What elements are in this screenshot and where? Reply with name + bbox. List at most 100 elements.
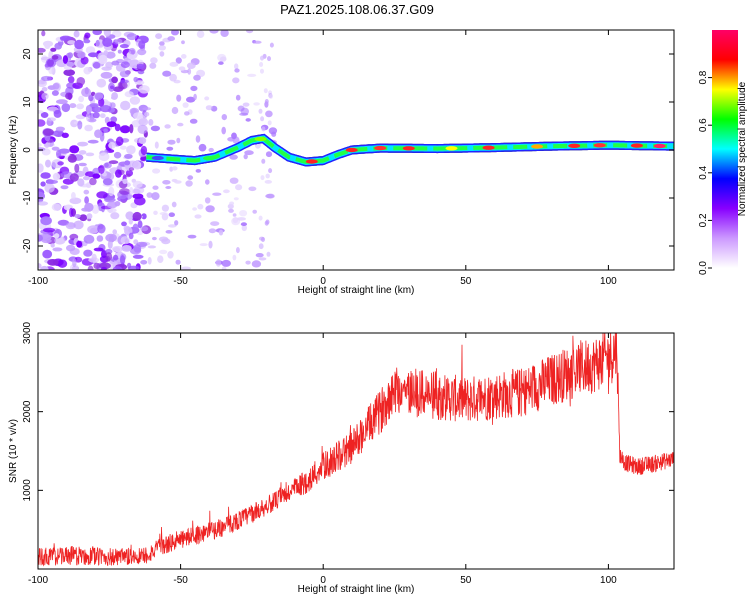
noise-blob xyxy=(208,240,213,249)
noise-blob xyxy=(89,103,100,108)
noise-blob xyxy=(171,106,179,115)
noise-blob xyxy=(71,192,76,200)
noise-blob xyxy=(269,42,274,48)
noise-blob xyxy=(159,249,168,255)
noise-blob xyxy=(100,266,107,270)
noise-blob xyxy=(244,150,254,156)
noise-blob xyxy=(78,162,87,167)
noise-blob xyxy=(128,167,135,171)
noise-blob xyxy=(61,132,69,138)
noise-blob xyxy=(137,124,148,134)
noise-blob xyxy=(86,213,93,220)
noise-blob xyxy=(42,249,53,259)
noise-blob xyxy=(120,236,131,245)
noise-blob xyxy=(154,141,159,149)
noise-blob xyxy=(92,167,100,176)
noise-blob xyxy=(260,175,265,181)
noise-blob xyxy=(232,254,237,261)
noise-blob xyxy=(120,61,130,68)
noise-blob xyxy=(114,201,121,207)
noise-blob xyxy=(91,204,100,214)
noise-blob xyxy=(268,168,273,174)
noise-blob xyxy=(45,58,57,68)
noise-blob xyxy=(234,63,239,70)
noise-blob xyxy=(176,94,182,102)
noise-blob xyxy=(51,55,59,60)
noise-blob xyxy=(205,205,215,213)
noise-blob xyxy=(142,107,152,111)
noise-blob xyxy=(128,232,134,240)
noise-blob xyxy=(40,216,52,226)
noise-blob xyxy=(125,211,134,220)
noise-blob xyxy=(187,234,197,239)
noise-blob xyxy=(255,253,264,258)
ridge-peak xyxy=(254,136,267,142)
noise-blob xyxy=(229,177,239,184)
noise-blob xyxy=(208,147,214,153)
noise-blob xyxy=(126,145,136,155)
noise-blob xyxy=(171,30,179,36)
noise-blob xyxy=(80,56,89,65)
noise-blob xyxy=(63,69,75,76)
noise-blob xyxy=(74,39,84,50)
noise-blob xyxy=(40,181,46,187)
noise-blob xyxy=(137,220,143,229)
noise-blob xyxy=(177,122,184,127)
noise-blob xyxy=(121,221,127,227)
noise-blob xyxy=(38,201,49,206)
noise-blob xyxy=(78,150,87,155)
noise-blob xyxy=(41,30,46,37)
snr-trace xyxy=(38,333,674,567)
noise-blob xyxy=(210,221,220,227)
noise-blob xyxy=(159,51,165,57)
noise-blob xyxy=(140,156,147,162)
x-axis-label: Height of straight line (km) xyxy=(298,584,415,595)
noise-blob xyxy=(129,96,141,105)
noise-blob xyxy=(85,46,96,54)
noise-blob xyxy=(87,265,94,270)
noise-blob xyxy=(102,178,113,186)
snr-frame xyxy=(37,332,675,570)
noise-blob xyxy=(261,237,265,242)
noise-blob xyxy=(103,105,110,110)
ridge-peak xyxy=(630,143,643,148)
noise-blob xyxy=(253,40,262,44)
noise-blob xyxy=(69,248,80,255)
noise-blob xyxy=(97,202,105,212)
noise-blob xyxy=(168,224,177,228)
noise-blob xyxy=(138,40,146,49)
snr-panel: -100 -50 0 50 100 1000 2000 3000 Height of strai… xyxy=(8,321,675,595)
noise-blob xyxy=(52,247,63,252)
noise-blob xyxy=(76,240,83,248)
noise-blob xyxy=(176,137,181,144)
ridge-peak xyxy=(305,159,318,164)
noise-blob xyxy=(265,151,273,158)
noise-blob xyxy=(40,265,49,270)
noise-blob xyxy=(111,92,118,100)
noise-blob xyxy=(171,166,178,171)
noise-blob xyxy=(187,175,194,180)
noise-blob xyxy=(132,223,139,233)
noise-blob xyxy=(243,154,248,160)
noise-blob xyxy=(133,112,144,119)
y-axis-label: Frequency (Hz) xyxy=(8,116,19,185)
noise-blob xyxy=(69,207,74,218)
noise-blob xyxy=(169,61,179,67)
noise-blob xyxy=(41,87,48,92)
ridge-peak xyxy=(345,147,358,153)
noise-blob xyxy=(234,68,240,73)
noise-blob xyxy=(83,175,90,181)
noise-blob xyxy=(171,201,177,208)
noise-blob xyxy=(38,234,43,242)
y-tick-label: 2000 xyxy=(22,400,33,423)
noise-blob xyxy=(178,66,186,71)
noise-blob xyxy=(125,173,131,178)
noise-blob xyxy=(97,224,106,234)
noise-blob xyxy=(92,30,102,36)
noise-blob xyxy=(185,180,193,187)
noise-blob xyxy=(248,186,257,192)
noise-blob xyxy=(239,112,249,116)
noise-blob xyxy=(117,49,122,54)
noise-blob xyxy=(264,99,269,104)
noise-blob xyxy=(47,259,59,266)
